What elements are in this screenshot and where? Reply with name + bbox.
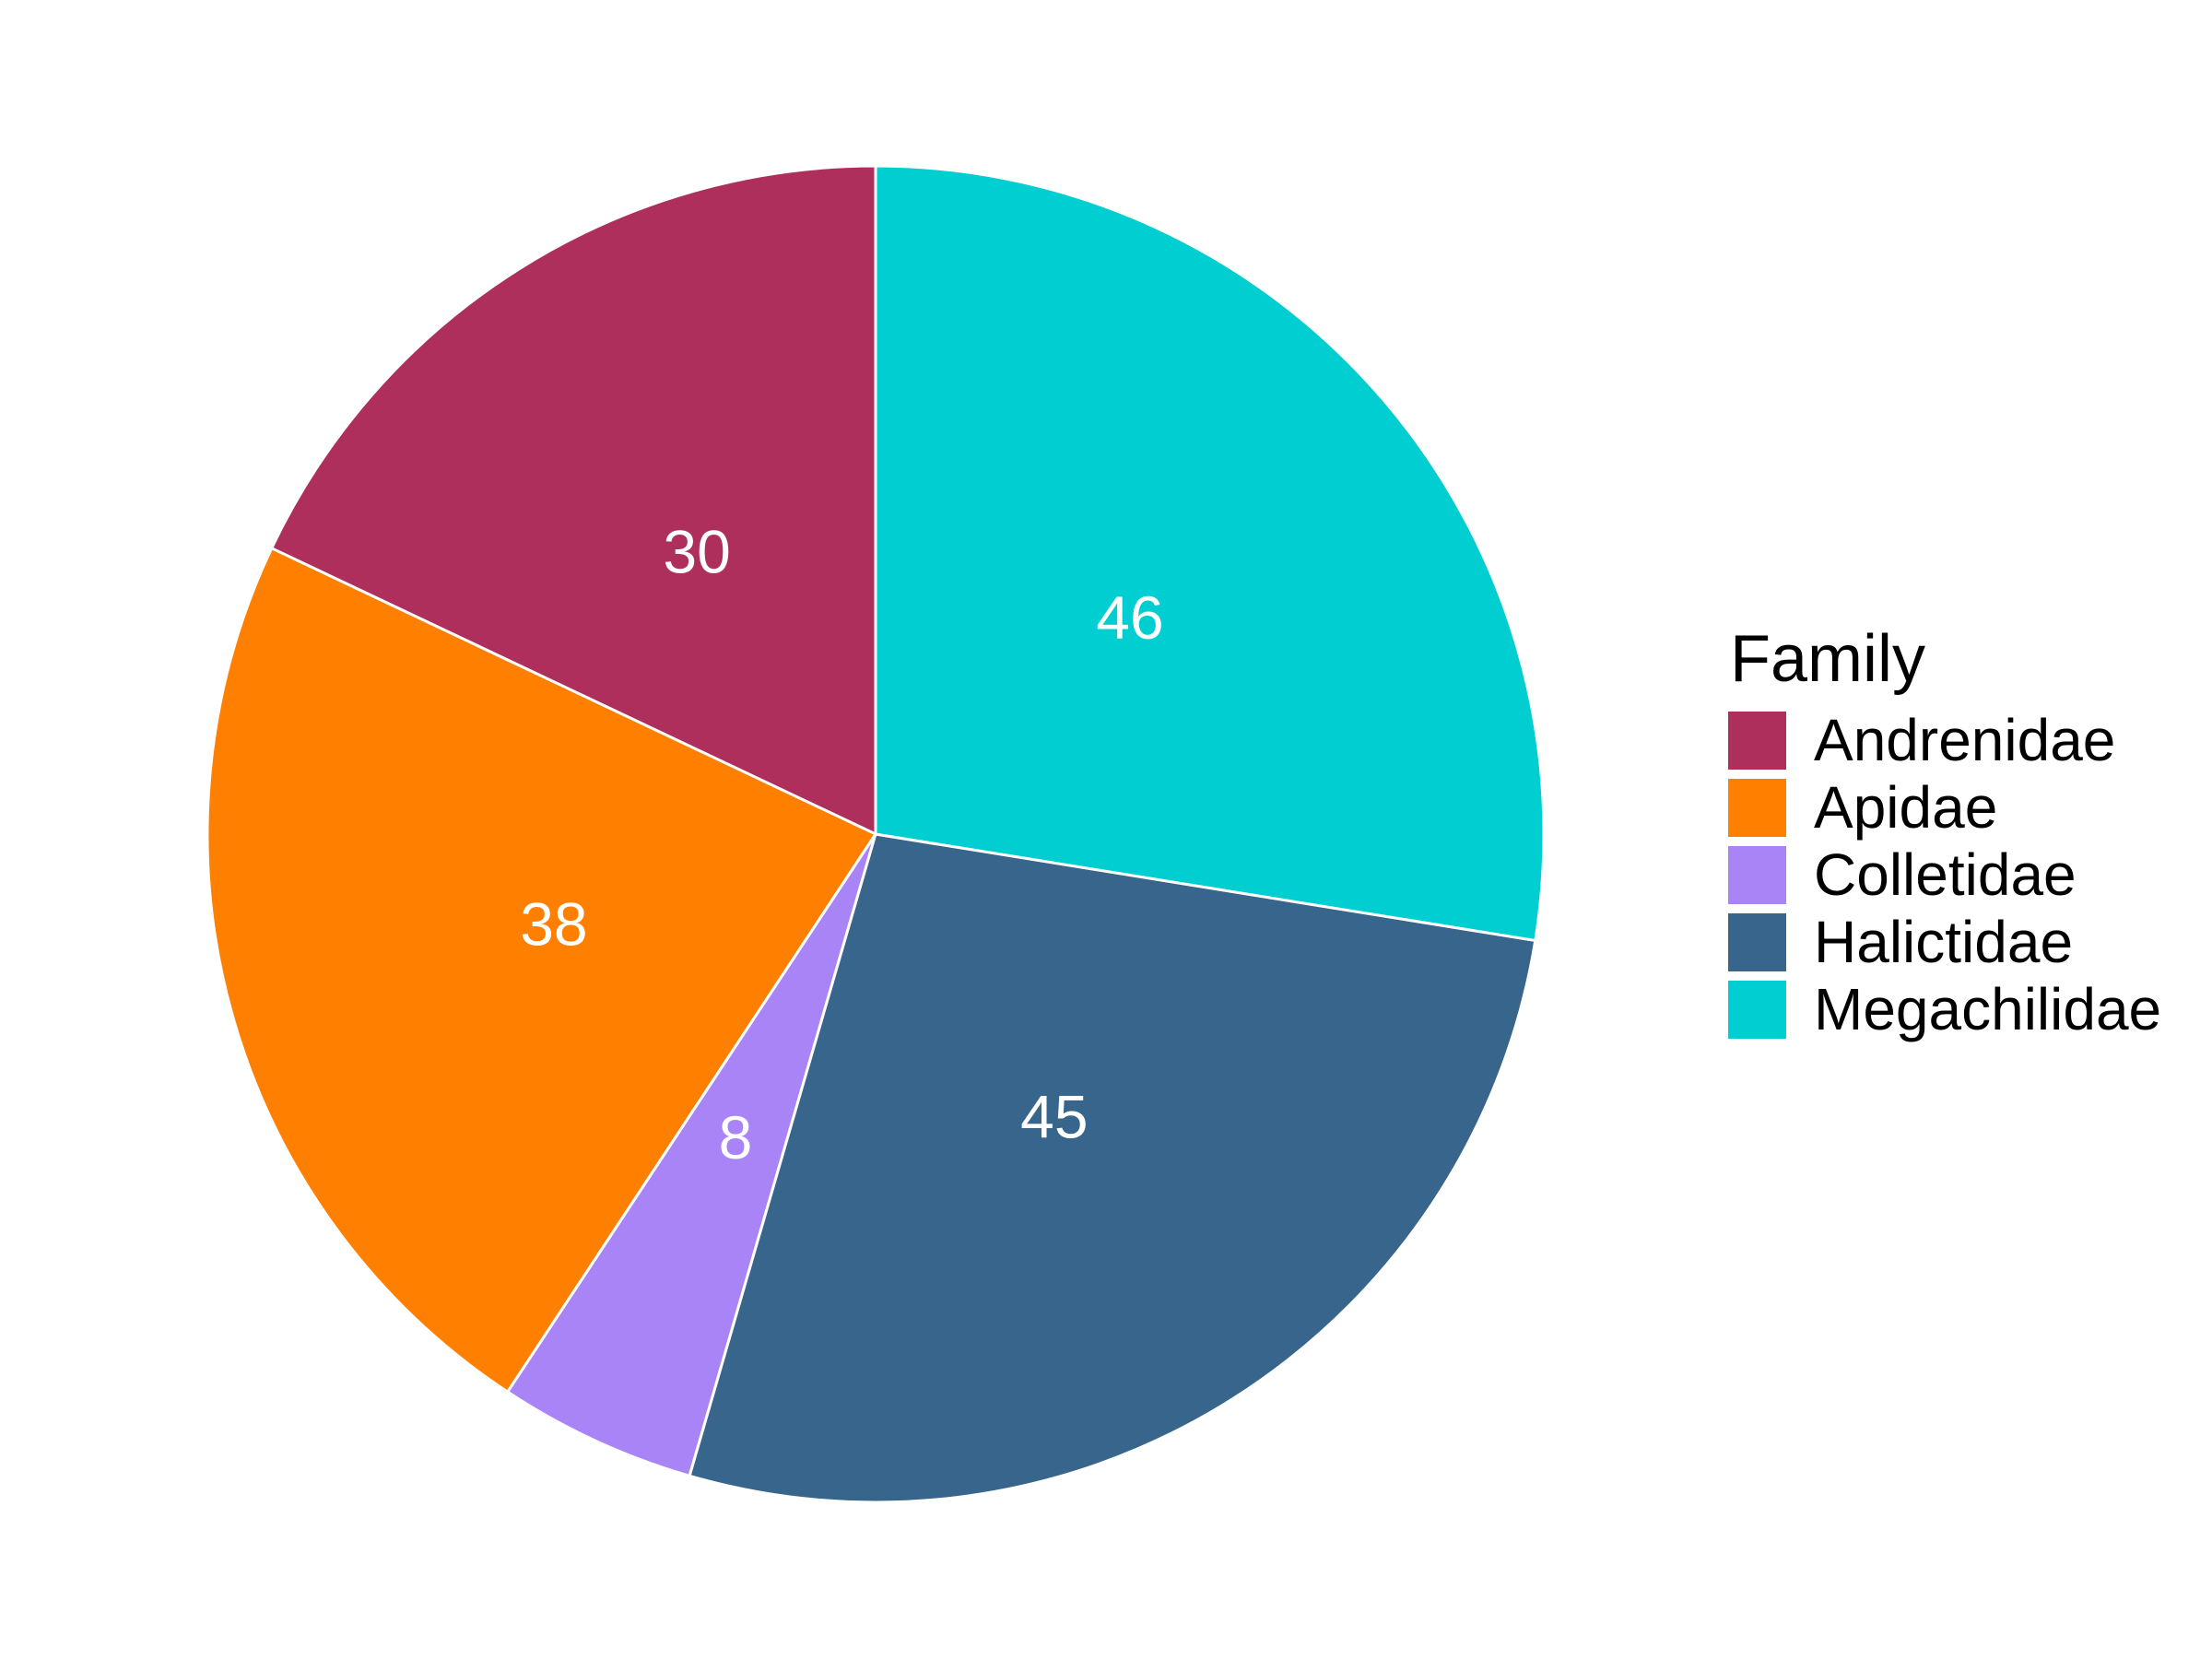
legend-key-apidae <box>1728 779 1786 837</box>
legend-label-colletidae: Colletidae <box>1814 841 2077 908</box>
legend-item-andrenidae: Andrenidae <box>1728 707 2161 774</box>
legend-key-colletidae <box>1728 846 1786 904</box>
legend-label-apidae: Apidae <box>1814 774 1998 841</box>
pie-slice-colletidae <box>506 832 877 1477</box>
legend-item-apidae: Apidae <box>1728 774 2161 841</box>
pie-slices <box>206 164 1546 1504</box>
slice-label-andrenidae: 30 <box>663 518 730 586</box>
pie-slice-megachilidae <box>874 164 1546 942</box>
pie-slice-halictidae <box>688 832 1537 1504</box>
slice-label-apidae: 38 <box>520 890 587 959</box>
legend-item-megachilidae: Megachilidae <box>1728 976 2161 1043</box>
legend-label-megachilidae: Megachilidae <box>1814 976 2162 1042</box>
legend-title: Family <box>1730 622 1925 696</box>
slice-label-halictidae: 45 <box>1020 1082 1088 1150</box>
legend-label-halictidae: Halictidae <box>1814 909 2074 975</box>
slice-label-colletidae: 8 <box>719 1103 753 1171</box>
legend-item-colletidae: Colletidae <box>1728 841 2161 909</box>
legend-item-halictidae: Halictidae <box>1728 909 2161 976</box>
pie-slice-labels: 30 38 8 45 46 <box>520 518 1163 1171</box>
pie-slice-andrenidae <box>270 164 877 836</box>
legend: Family Andrenidae Apidae Colletidae Hali… <box>1728 620 2161 1043</box>
pie-slice-apidae <box>206 547 877 1394</box>
legend-key-halictidae <box>1728 913 1786 971</box>
legend-key-megachilidae <box>1728 981 1786 1039</box>
legend-key-andrenidae <box>1728 712 1786 770</box>
legend-label-andrenidae: Andrenidae <box>1814 707 2116 773</box>
slice-label-megachilidae: 46 <box>1096 583 1163 652</box>
